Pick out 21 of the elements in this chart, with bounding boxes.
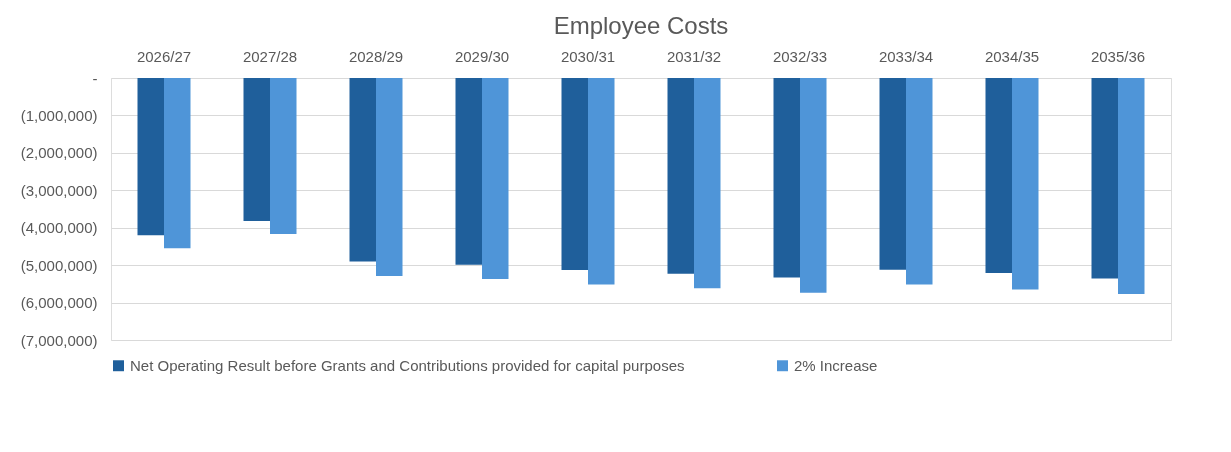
y-tick-label: (4,000,000) (20, 219, 98, 237)
y-tick-label: (7,000,000) (20, 331, 98, 349)
chart-title: Employee Costs (553, 12, 729, 39)
x-tick-label: 2030/31 (560, 47, 616, 65)
y-tick-label: - (92, 69, 98, 87)
x-tick-label: 2033/34 (878, 47, 934, 65)
x-tick-label: 2026/27 (136, 47, 192, 65)
x-tick-label: 2029/30 (454, 47, 510, 65)
x-tick-label: 2031/32 (666, 47, 722, 65)
y-tick-label: (2,000,000) (20, 144, 98, 162)
y-tick-label: (6,000,000) (20, 294, 98, 312)
y-tick-label: (3,000,000) (20, 181, 98, 199)
y-tick-label: (1,000,000) (20, 106, 98, 124)
legend-label: Net Operating Result before Grants and Contributions provided for capital purposes (130, 356, 685, 374)
x-tick-label: 2035/36 (1090, 47, 1146, 65)
x-tick-label: 2034/35 (984, 47, 1040, 65)
x-tick-label: 2032/33 (772, 47, 828, 65)
legend-label: 2% Increase (794, 356, 878, 374)
x-tick-label: 2028/29 (348, 47, 404, 65)
x-tick-label: 2027/28 (242, 47, 298, 65)
y-tick-label: (5,000,000) (20, 256, 98, 274)
